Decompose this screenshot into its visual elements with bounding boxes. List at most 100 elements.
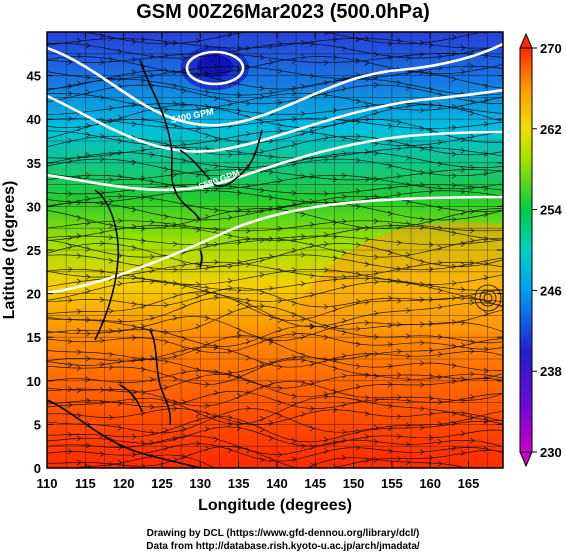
- axis-ticks: [46, 32, 503, 469]
- x-tick-label: 165: [458, 476, 480, 491]
- streamline: [47, 305, 503, 333]
- streamline: [47, 78, 503, 96]
- x-tick-labels: 110 115 120 125 130 135 140 145 150 155 160 165: [37, 476, 480, 491]
- y-tick-label: 15: [27, 330, 41, 345]
- map-title: GSM 00Z26Mar2023 (500.0hPa): [136, 1, 430, 23]
- streamline: [47, 261, 503, 278]
- streamline: [47, 65, 503, 80]
- x-tick-label: 135: [228, 476, 250, 491]
- streamline: [47, 346, 503, 368]
- streamline: [47, 369, 503, 389]
- x-tick-label: 155: [381, 476, 403, 491]
- streamline: [47, 169, 503, 181]
- colorbar-tick-label: 246: [540, 283, 562, 298]
- x-tick-label: 125: [151, 476, 173, 491]
- colorbar-body: [519, 47, 533, 453]
- streamline: [47, 291, 503, 321]
- streamline: [47, 380, 503, 407]
- streamline: [47, 396, 503, 425]
- streamline: [47, 174, 503, 190]
- streamline: [47, 103, 503, 115]
- streamline: [47, 135, 503, 156]
- streamline: [47, 56, 503, 75]
- y-tick-label: 30: [27, 199, 41, 214]
- x-tick-label: 145: [304, 476, 326, 491]
- streamline: [47, 42, 503, 59]
- streamline: [47, 38, 503, 49]
- colorbar-ticks: 230 238 246 254 262 270: [532, 41, 562, 460]
- y-tick-label: 45: [27, 69, 41, 84]
- x-tick-label: 110: [37, 476, 58, 491]
- y-tick-label: 0: [34, 461, 41, 476]
- x-tick-label: 150: [343, 476, 365, 491]
- colorbar-tick-label: 230: [540, 445, 562, 460]
- streamline: [47, 390, 503, 409]
- streamline: [47, 443, 503, 462]
- grid-lines: [47, 32, 503, 468]
- colorbar-tick-label: 270: [540, 41, 562, 56]
- streamline: [47, 118, 503, 143]
- y-axis-title: Latitude (degrees): [1, 181, 18, 320]
- geopotential-contours: [47, 42, 503, 295]
- streamline: [47, 297, 503, 328]
- credit-drawing: Drawing by DCL (https://www.gfd-dennou.o…: [146, 528, 420, 539]
- streamline: [47, 426, 503, 447]
- streamline: [47, 408, 503, 425]
- streamline: [47, 277, 503, 291]
- credit-data-source: Data from http://database.rish.kyoto-u.a…: [146, 541, 420, 552]
- streamline: [47, 243, 503, 267]
- circulation-swirl: [474, 284, 502, 312]
- streamline: [47, 359, 503, 385]
- streamline: [47, 52, 503, 63]
- y-tick-label: 20: [27, 287, 41, 302]
- x-tick-label: 140: [266, 476, 288, 491]
- colorbar-tick-label: 254: [540, 203, 562, 218]
- streamline: [47, 335, 503, 361]
- y-tick-labels: 0 5 10 15 20 25 30 35 40 45: [27, 69, 41, 476]
- streamline: [47, 220, 503, 232]
- streamline: [82, 32, 486, 45]
- streamline: [47, 237, 503, 258]
- streamline: [47, 325, 503, 347]
- y-tick-label: 10: [27, 374, 41, 389]
- streamline: [47, 225, 503, 242]
- streamline: [47, 254, 503, 271]
- y-tick-label: 5: [34, 417, 41, 432]
- streamline: [47, 315, 503, 341]
- y-tick-label: 35: [27, 156, 41, 171]
- streamline: [64, 454, 468, 468]
- streamline: [47, 435, 503, 456]
- streamline: [47, 416, 503, 443]
- y-tick-label: 40: [27, 112, 41, 127]
- streamline: [47, 84, 503, 105]
- streamline: [47, 130, 503, 146]
- streamline: [47, 184, 503, 195]
- x-axis-title: Longitude (degrees): [198, 497, 352, 514]
- x-tick-label: 120: [113, 476, 135, 491]
- streamline: [47, 373, 503, 398]
- streamline: [47, 407, 503, 434]
- streamline: [47, 190, 503, 203]
- temperature-shading: 5400 GPM 5580 GPM: [47, 32, 503, 468]
- streamline: [47, 333, 503, 354]
- colorbar: 230 238 246 254 262 270: [519, 32, 562, 468]
- streamline: [47, 202, 503, 221]
- streamline: [47, 356, 503, 374]
- streamline: [47, 445, 503, 468]
- streamline: [47, 92, 503, 111]
- streamline: [47, 104, 503, 129]
- colorbar-tick-label: 262: [540, 122, 562, 137]
- x-tick-label: 160: [419, 476, 441, 491]
- streamline: [47, 118, 503, 129]
- colorbar-top-arrow: [519, 32, 533, 49]
- colorbar-bottom-arrow: [519, 451, 533, 468]
- streamline: [47, 70, 503, 90]
- x-tick-label: 115: [75, 476, 96, 491]
- colorbar-tick-label: 238: [540, 364, 562, 379]
- x-tick-label: 130: [189, 476, 211, 491]
- coastlines: [47, 59, 263, 468]
- y-tick-label: 25: [27, 243, 41, 258]
- streamline: [47, 208, 503, 229]
- streamline: [47, 281, 503, 302]
